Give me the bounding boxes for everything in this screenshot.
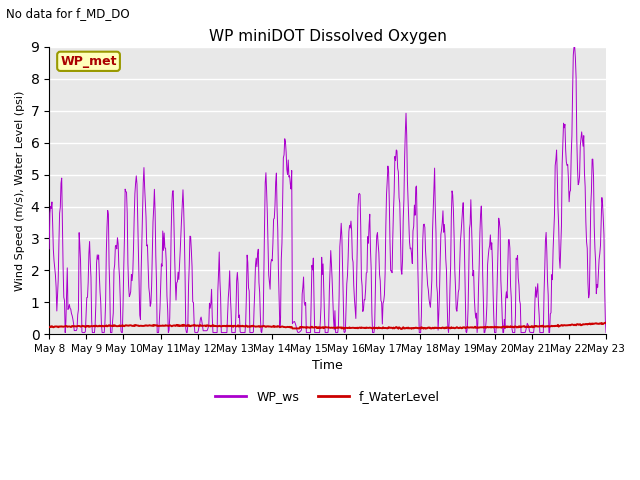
Legend: WP_ws, f_WaterLevel: WP_ws, f_WaterLevel	[210, 385, 445, 408]
Title: WP miniDOT Dissolved Oxygen: WP miniDOT Dissolved Oxygen	[209, 29, 447, 44]
X-axis label: Time: Time	[312, 360, 343, 372]
Y-axis label: Wind Speed (m/s), Water Level (psi): Wind Speed (m/s), Water Level (psi)	[15, 90, 25, 291]
Text: WP_met: WP_met	[60, 55, 116, 68]
Text: No data for f_MD_DO: No data for f_MD_DO	[6, 7, 130, 20]
